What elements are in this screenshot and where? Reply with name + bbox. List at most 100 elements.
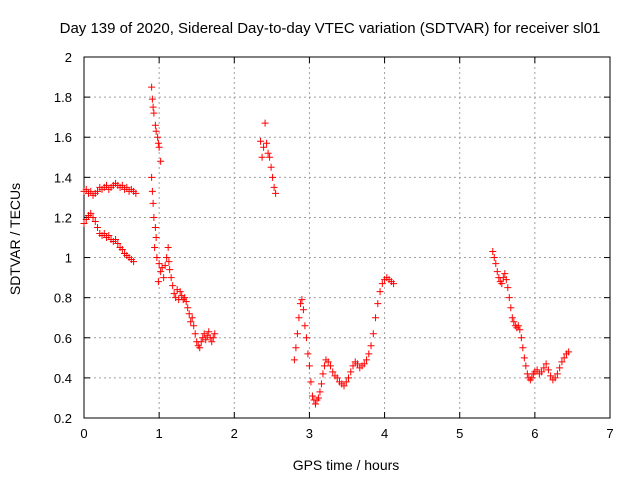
data-point	[188, 314, 196, 322]
data-point	[209, 334, 217, 342]
data-point	[326, 362, 334, 370]
y-tick-label: 0.2	[54, 411, 72, 426]
data-points	[80, 83, 573, 408]
data-point	[501, 270, 509, 278]
data-point	[301, 322, 309, 330]
x-tick-label: 0	[80, 426, 87, 441]
data-point	[270, 183, 278, 191]
data-point	[547, 372, 555, 380]
data-point	[196, 344, 204, 352]
data-point	[118, 246, 126, 254]
data-point	[148, 95, 156, 103]
data-point	[492, 260, 500, 268]
data-point	[505, 294, 513, 302]
data-point	[182, 298, 190, 306]
data-point	[154, 278, 162, 286]
data-point	[185, 310, 193, 318]
x-tick-label: 2	[231, 426, 238, 441]
data-point	[314, 394, 322, 402]
data-point	[150, 109, 158, 117]
y-tick-label: 0.8	[54, 291, 72, 306]
y-tick-label: 0.6	[54, 331, 72, 346]
grid	[84, 57, 610, 418]
data-point	[132, 189, 140, 197]
data-point	[317, 380, 325, 388]
data-point	[354, 360, 362, 368]
data-point	[155, 260, 163, 268]
data-point	[520, 354, 528, 362]
data-point	[390, 280, 398, 288]
data-point	[528, 374, 536, 382]
data-point	[490, 254, 498, 262]
data-point	[290, 356, 298, 364]
y-tick-labels: 0.2 0.4 0.6 0.8 1 1.2 1.4 1.6 1.8 2	[54, 50, 72, 426]
x-tick-label: 6	[531, 426, 538, 441]
x-tick-label: 3	[306, 426, 313, 441]
data-point	[533, 366, 541, 374]
data-point	[184, 304, 192, 312]
data-point	[510, 318, 518, 326]
data-point	[103, 181, 111, 189]
data-point	[118, 181, 126, 189]
data-point	[295, 314, 303, 322]
x-axis-label: GPS time / hours	[293, 457, 400, 473]
data-point	[154, 133, 162, 141]
data-point	[164, 244, 172, 252]
data-point	[299, 306, 307, 314]
data-point	[197, 338, 205, 346]
data-point	[82, 215, 90, 223]
data-point	[155, 143, 163, 151]
data-point	[91, 217, 99, 225]
data-point	[151, 244, 159, 252]
data-point	[181, 294, 189, 302]
data-point	[150, 213, 158, 221]
y-tick-label: 2	[65, 50, 72, 65]
plot-frame	[83, 56, 611, 419]
data-point	[293, 330, 301, 338]
data-point	[87, 209, 95, 217]
data-point	[152, 127, 160, 135]
data-point	[558, 358, 566, 366]
data-point	[114, 240, 122, 248]
data-point	[257, 137, 265, 145]
data-point	[342, 378, 350, 386]
data-point	[329, 368, 337, 376]
data-point	[169, 282, 177, 290]
data-point	[153, 254, 161, 262]
data-point	[187, 318, 195, 326]
data-point	[191, 330, 199, 338]
data-point	[266, 153, 274, 161]
data-point	[365, 350, 373, 358]
data-point	[302, 334, 310, 342]
data-point	[296, 300, 304, 308]
data-point	[105, 231, 113, 239]
y-tick-label: 1.8	[54, 90, 72, 105]
data-point	[516, 326, 524, 334]
data-point	[82, 185, 90, 193]
data-point	[112, 236, 120, 244]
data-point	[267, 163, 275, 171]
data-point	[493, 268, 501, 276]
data-point	[148, 187, 156, 195]
data-point	[522, 362, 530, 370]
data-point	[565, 348, 573, 356]
y-tick-label: 0.4	[54, 371, 72, 386]
data-point	[523, 370, 531, 378]
data-point	[553, 370, 561, 378]
x-tick-label: 7	[606, 426, 613, 441]
data-point	[190, 322, 198, 330]
data-point	[94, 223, 102, 231]
data-point	[540, 364, 548, 372]
x-tick-label: 1	[156, 426, 163, 441]
data-point	[320, 362, 328, 370]
data-point	[157, 268, 165, 276]
data-point	[502, 276, 510, 284]
data-point	[556, 364, 564, 372]
data-point	[149, 199, 157, 207]
data-point	[264, 149, 272, 157]
data-point	[170, 290, 178, 298]
data-point	[360, 360, 368, 368]
x-tick-label: 5	[456, 426, 463, 441]
data-point	[551, 374, 559, 382]
